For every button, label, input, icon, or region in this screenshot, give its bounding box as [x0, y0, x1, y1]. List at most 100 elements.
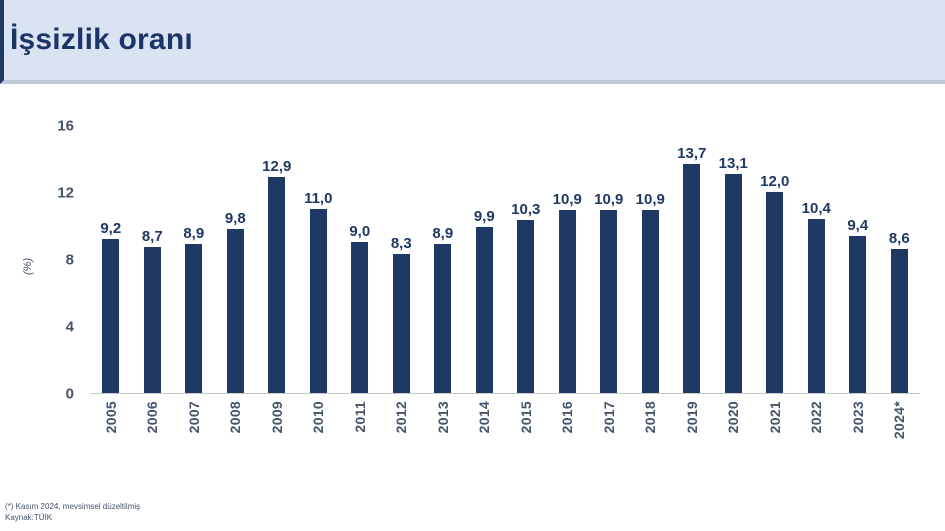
bar — [351, 242, 369, 393]
x-axis-slot: 2018 — [630, 401, 672, 457]
bar-group: 12,0 — [754, 174, 796, 393]
bar-value-label: 9,4 — [847, 216, 869, 234]
bar-value-label: 8,7 — [141, 228, 163, 246]
bar-value-label: 8,9 — [432, 224, 454, 242]
bar-group: 10,4 — [796, 201, 838, 393]
bar — [434, 243, 452, 393]
bar-value-label: 13,7 — [677, 144, 707, 162]
x-axis-slot: 2011 — [339, 401, 381, 457]
bar — [475, 227, 493, 393]
bar-group: 10,9 — [547, 192, 589, 393]
bar-group: 10,9 — [588, 192, 630, 393]
x-axis-slot: 2014 — [464, 401, 506, 457]
bar-chart-plot-area: 9,2 8,7 8,9 9,8 12,9 11,0 9,0 8,3 8,9 9,9 10,3 10,9… — [90, 126, 920, 394]
y-axis-unit-label: (%) — [22, 257, 34, 275]
bar — [641, 210, 659, 393]
bar — [517, 220, 535, 393]
bar-value-label: 13,1 — [718, 154, 748, 172]
bar — [724, 173, 742, 393]
x-tick-label: 2015 — [517, 401, 534, 434]
bar-group: 12,9 — [256, 159, 298, 393]
bar-group: 8,6 — [879, 231, 921, 393]
x-axis-slot: 2020 — [713, 401, 755, 457]
bar-group: 13,1 — [713, 156, 755, 393]
bar — [558, 210, 576, 393]
bar-value-label: 9,9 — [473, 208, 495, 226]
bar-group: 9,9 — [464, 209, 506, 393]
x-tick-label: 2005 — [102, 401, 119, 434]
footnote: (*) Kasım 2024, mevsimsel düzeltilmiş — [5, 502, 141, 511]
y-tick-label: 16 — [57, 117, 74, 135]
x-tick-label: 2016 — [559, 401, 576, 434]
x-tick-label: 2023 — [849, 401, 866, 434]
y-axis: 0 4 8 12 16 — [28, 118, 74, 403]
y-tick-label: 0 — [65, 385, 74, 403]
header: İşsizlik oranı — [0, 0, 945, 84]
source-note: Kaynak:TÜİK — [5, 513, 53, 522]
bar — [807, 218, 825, 393]
x-axis-slot: 2021 — [754, 401, 796, 457]
x-axis-slot: 2006 — [132, 401, 174, 457]
x-axis-labels: 2005 2006 2007 2008 2009 2010 2011 2012 2013 2014… — [90, 401, 920, 457]
page-title: İşsizlik oranı — [10, 23, 193, 56]
x-axis-slot: 2022 — [796, 401, 838, 457]
bar — [309, 208, 327, 393]
x-tick-label: 2007 — [185, 401, 202, 434]
bar — [392, 253, 410, 393]
bar-value-label: 10,9 — [594, 191, 624, 209]
x-axis-slot: 2019 — [671, 401, 713, 457]
bar-group: 8,9 — [173, 226, 215, 393]
bar-group: 9,4 — [837, 218, 879, 393]
x-axis-slot: 2024* — [879, 401, 921, 457]
bar — [102, 238, 120, 393]
bar-value-label: 12,9 — [262, 157, 292, 175]
bar — [766, 192, 784, 393]
y-tick-label: 4 — [65, 318, 74, 336]
bar-group: 13,7 — [671, 146, 713, 393]
x-tick-label: 2009 — [268, 401, 285, 434]
x-axis-slot: 2023 — [837, 401, 879, 457]
bar-group: 8,3 — [381, 236, 423, 393]
bar-group: 11,0 — [298, 191, 340, 393]
bar-group: 8,7 — [132, 229, 174, 393]
x-axis-slot: 2009 — [256, 401, 298, 457]
x-axis-slot: 2017 — [588, 401, 630, 457]
x-axis-slot: 2010 — [298, 401, 340, 457]
x-axis-slot: 2016 — [547, 401, 589, 457]
bar-value-label: 11,0 — [304, 189, 333, 207]
bar-value-label: 10,9 — [635, 191, 665, 209]
bar-value-label: 12,0 — [760, 173, 790, 190]
bar-group: 10,9 — [630, 192, 672, 393]
y-tick-label: 12 — [57, 184, 74, 202]
bar-value-label: 8,6 — [888, 229, 910, 247]
bar-group: 10,3 — [505, 202, 547, 393]
bar-group: 8,9 — [422, 226, 464, 393]
x-tick-label: 2024* — [891, 401, 908, 440]
bar-group: 9,2 — [90, 221, 132, 393]
bar-value-label: 10,4 — [801, 199, 831, 217]
x-tick-label: 2014 — [476, 401, 493, 434]
x-tick-label: 2021 — [766, 401, 783, 434]
bar-value-label: 9,2 — [100, 219, 122, 237]
bar — [600, 210, 618, 393]
x-tick-label: 2022 — [808, 401, 825, 434]
bar — [683, 163, 701, 393]
bar — [185, 243, 203, 393]
bar — [890, 248, 908, 393]
bar-group: 9,8 — [215, 211, 257, 393]
bar — [268, 176, 286, 393]
x-tick-label: 2012 — [393, 401, 410, 434]
x-axis-slot: 2008 — [215, 401, 257, 457]
footer: (*) Kasım 2024, mevsimsel düzeltilmiş Ka… — [5, 501, 140, 523]
x-tick-label: 2011 — [351, 401, 368, 433]
x-axis-slot: 2007 — [173, 401, 215, 457]
x-axis-slot: 2015 — [505, 401, 547, 457]
bar-value-label: 9,0 — [349, 223, 371, 241]
bar — [849, 235, 867, 393]
y-tick-label: 8 — [65, 251, 74, 269]
x-tick-label: 2019 — [683, 401, 700, 434]
x-tick-label: 2008 — [227, 401, 244, 434]
bar-value-label: 8,9 — [183, 224, 205, 242]
x-axis-slot: 2013 — [422, 401, 464, 457]
bar — [143, 247, 161, 393]
